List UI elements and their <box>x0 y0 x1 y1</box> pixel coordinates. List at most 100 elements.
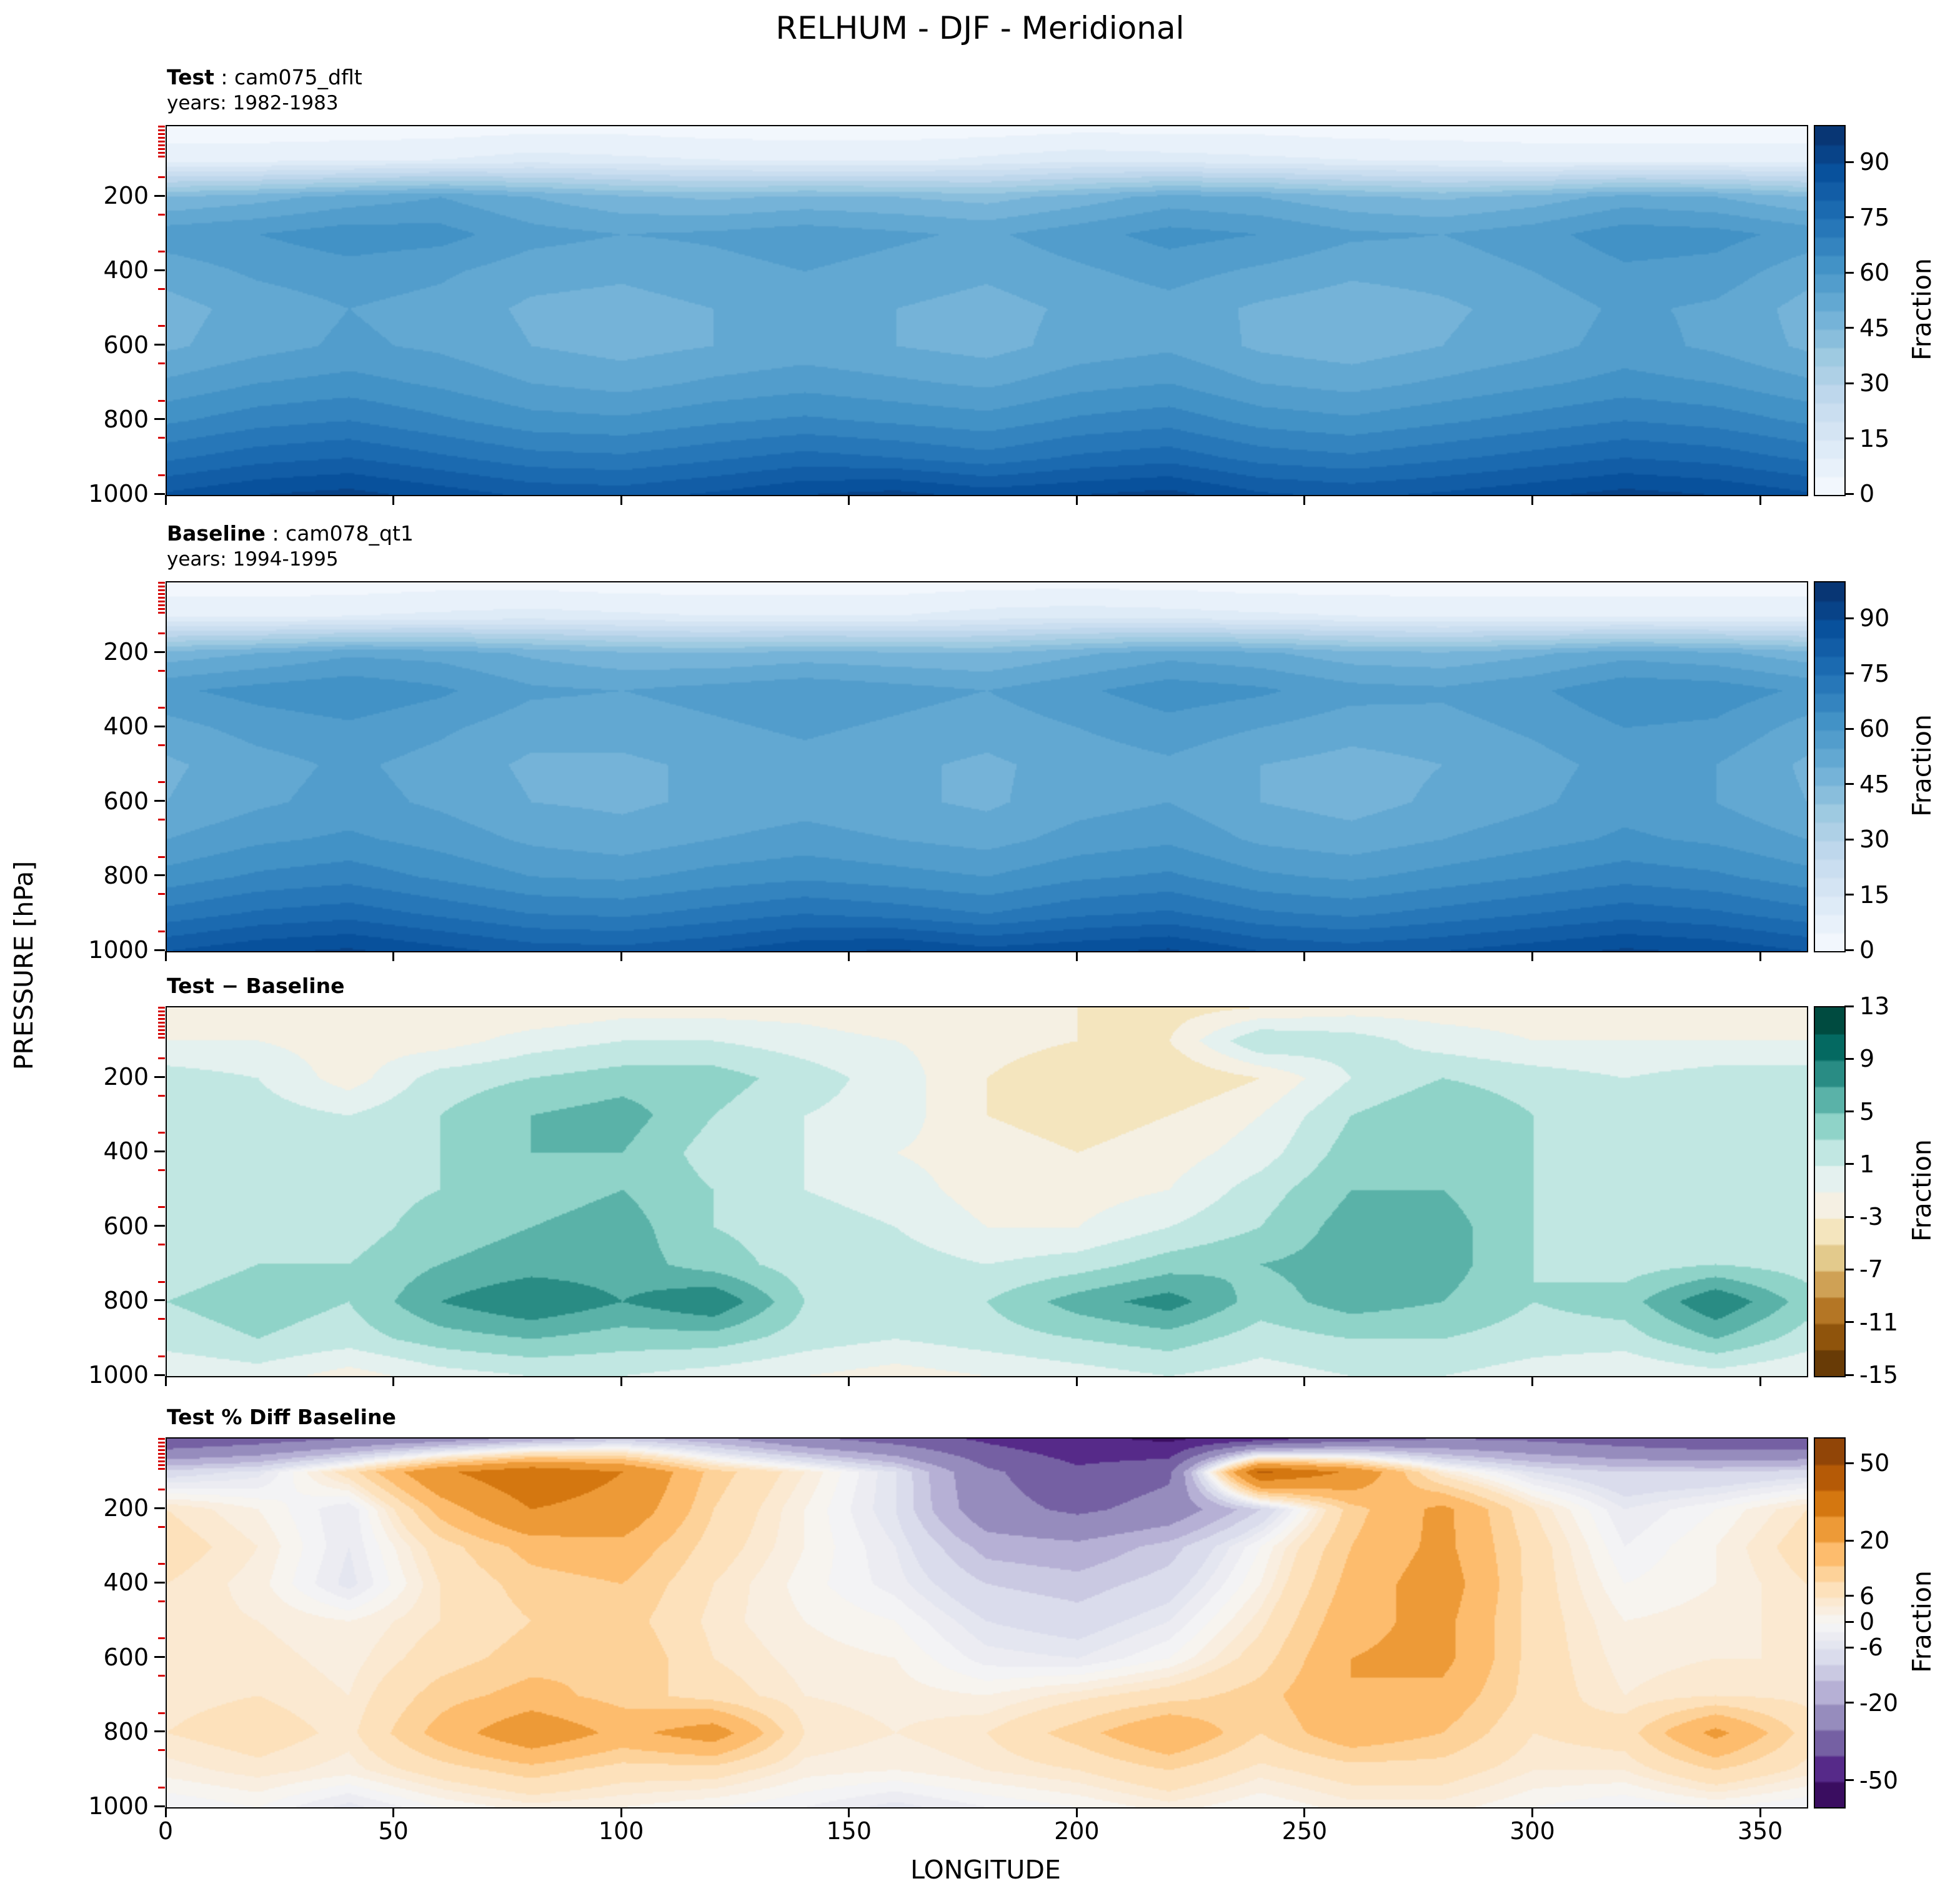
colorbar-tick-label: 30 <box>1859 369 1890 397</box>
x-tick-mark <box>392 495 395 505</box>
colorbar-pctdiff <box>1814 1437 1846 1809</box>
y-minor-tick-red <box>158 893 165 896</box>
y-minor-tick-red <box>158 1057 165 1059</box>
y-tick-label: 1000 <box>88 480 149 507</box>
y-tick-mark <box>154 194 165 197</box>
y-minor-tick-red <box>158 586 165 588</box>
panel-baseline-label: Baseline <box>167 521 266 546</box>
x-axis-label: LONGITUDE <box>910 1855 1061 1885</box>
x-tick-mark <box>1303 951 1306 961</box>
colorbar-tick-label: -3 <box>1859 1203 1883 1231</box>
y-minor-tick-red <box>158 1132 165 1134</box>
colorbar-tick-mark <box>1844 1539 1854 1542</box>
x-tick-label: 350 <box>1737 1817 1783 1845</box>
x-tick-mark <box>1531 1807 1533 1817</box>
y-minor-tick-red <box>158 1169 165 1171</box>
y-minor-tick-red <box>158 1674 165 1677</box>
y-minor-tick-red <box>158 1025 165 1028</box>
y-minor-tick-red <box>158 1525 165 1528</box>
y-minor-tick-red <box>158 1029 165 1032</box>
colorbar-tick-mark <box>1844 1462 1854 1464</box>
y-minor-tick-red <box>158 133 165 136</box>
y-minor-tick-red <box>158 1355 165 1357</box>
x-tick-mark <box>164 951 167 961</box>
x-tick-label: 50 <box>378 1817 409 1845</box>
colorbar-tick-label: 90 <box>1859 148 1890 176</box>
contour-plot-diff <box>166 1006 1808 1377</box>
y-minor-tick-red <box>158 176 165 178</box>
x-tick-mark <box>1759 1807 1761 1817</box>
colorbar-tick-mark <box>1844 617 1854 619</box>
x-tick-mark <box>164 1376 167 1386</box>
x-tick-mark <box>1759 1376 1761 1386</box>
y-minor-tick-red <box>158 325 165 327</box>
colorbar-label-baseline: Fraction <box>1907 714 1937 817</box>
x-tick-label: 100 <box>598 1817 644 1845</box>
y-minor-tick-red <box>158 1453 165 1455</box>
colorbar-tick-label: 13 <box>1859 992 1890 1020</box>
y-tick-label: 800 <box>103 861 149 889</box>
colorbar-tick-mark <box>1844 271 1854 274</box>
y-minor-tick-red <box>158 144 165 147</box>
colorbar-tick-label: 15 <box>1859 881 1890 909</box>
y-minor-tick-red <box>158 474 165 476</box>
y-tick-label: 800 <box>103 1717 149 1745</box>
x-tick-mark <box>1531 1376 1533 1386</box>
y-minor-tick-red <box>158 1488 165 1490</box>
y-minor-tick-red <box>158 1445 165 1448</box>
x-tick-label: 0 <box>157 1817 174 1845</box>
panel-baseline-years: years: 1994-1995 <box>167 548 339 571</box>
y-minor-tick-red <box>158 437 165 439</box>
x-tick-label: 200 <box>1054 1817 1100 1845</box>
colorbar-tick-label: 60 <box>1859 259 1890 286</box>
y-minor-tick-red <box>158 137 165 139</box>
y-tick-mark <box>154 492 165 495</box>
colorbar-tick-label: 75 <box>1859 659 1890 687</box>
colorbar-tick-label: -6 <box>1859 1634 1883 1662</box>
x-tick-mark <box>1075 1376 1078 1386</box>
y-minor-tick-red <box>158 597 165 599</box>
x-tick-mark <box>1531 951 1533 961</box>
x-tick-mark <box>392 1807 395 1817</box>
y-minor-tick-red <box>158 612 165 614</box>
y-minor-tick-red <box>158 287 165 290</box>
colorbar-tick-label: 45 <box>1859 770 1890 798</box>
x-tick-mark <box>1759 495 1761 505</box>
panel-header-test: Test : cam075_dflt years: 1982-1983 <box>167 65 362 114</box>
y-minor-tick-red <box>158 1438 165 1440</box>
colorbar-tick-mark <box>1844 1620 1854 1623</box>
x-tick-mark <box>392 1376 395 1386</box>
y-tick-label: 1000 <box>88 936 149 964</box>
panel-header-pctdiff: Test % Diff Baseline <box>167 1405 396 1429</box>
panel-header-baseline: Baseline : cam078_qt1 years: 1994-1995 <box>167 521 414 571</box>
y-tick-mark <box>154 1507 165 1509</box>
y-minor-tick-red <box>158 152 165 154</box>
y-minor-tick-red <box>158 1600 165 1602</box>
y-minor-tick-red <box>158 604 165 607</box>
y-minor-tick-red <box>158 1010 165 1013</box>
x-tick-mark <box>1075 495 1078 505</box>
y-tick-mark <box>154 269 165 271</box>
colorbar-tick-mark <box>1844 437 1854 439</box>
y-minor-tick-red <box>158 582 165 584</box>
y-tick-label: 600 <box>103 787 149 815</box>
y-minor-tick-red <box>158 1460 165 1463</box>
colorbar-tick-mark <box>1844 1110 1854 1113</box>
colorbar-tick-mark <box>1844 382 1854 384</box>
y-tick-label: 800 <box>103 1286 149 1314</box>
x-tick-mark <box>164 1807 167 1817</box>
x-tick-mark <box>620 951 622 961</box>
x-tick-mark <box>1075 1807 1078 1817</box>
x-tick-mark <box>848 951 850 961</box>
y-minor-tick-red <box>158 930 165 932</box>
colorbar-label-test: Fraction <box>1907 258 1937 361</box>
contour-plot-test <box>166 125 1808 496</box>
y-tick-label: 400 <box>103 1137 149 1165</box>
colorbar-tick-label: 9 <box>1859 1045 1875 1073</box>
y-tick-label: 1000 <box>88 1361 149 1389</box>
y-tick-label: 400 <box>103 712 149 741</box>
colorbar-label-diff: Fraction <box>1907 1139 1937 1242</box>
y-minor-tick-red <box>158 669 165 672</box>
x-tick-label: 250 <box>1281 1817 1328 1845</box>
x-tick-label: 150 <box>826 1817 872 1845</box>
